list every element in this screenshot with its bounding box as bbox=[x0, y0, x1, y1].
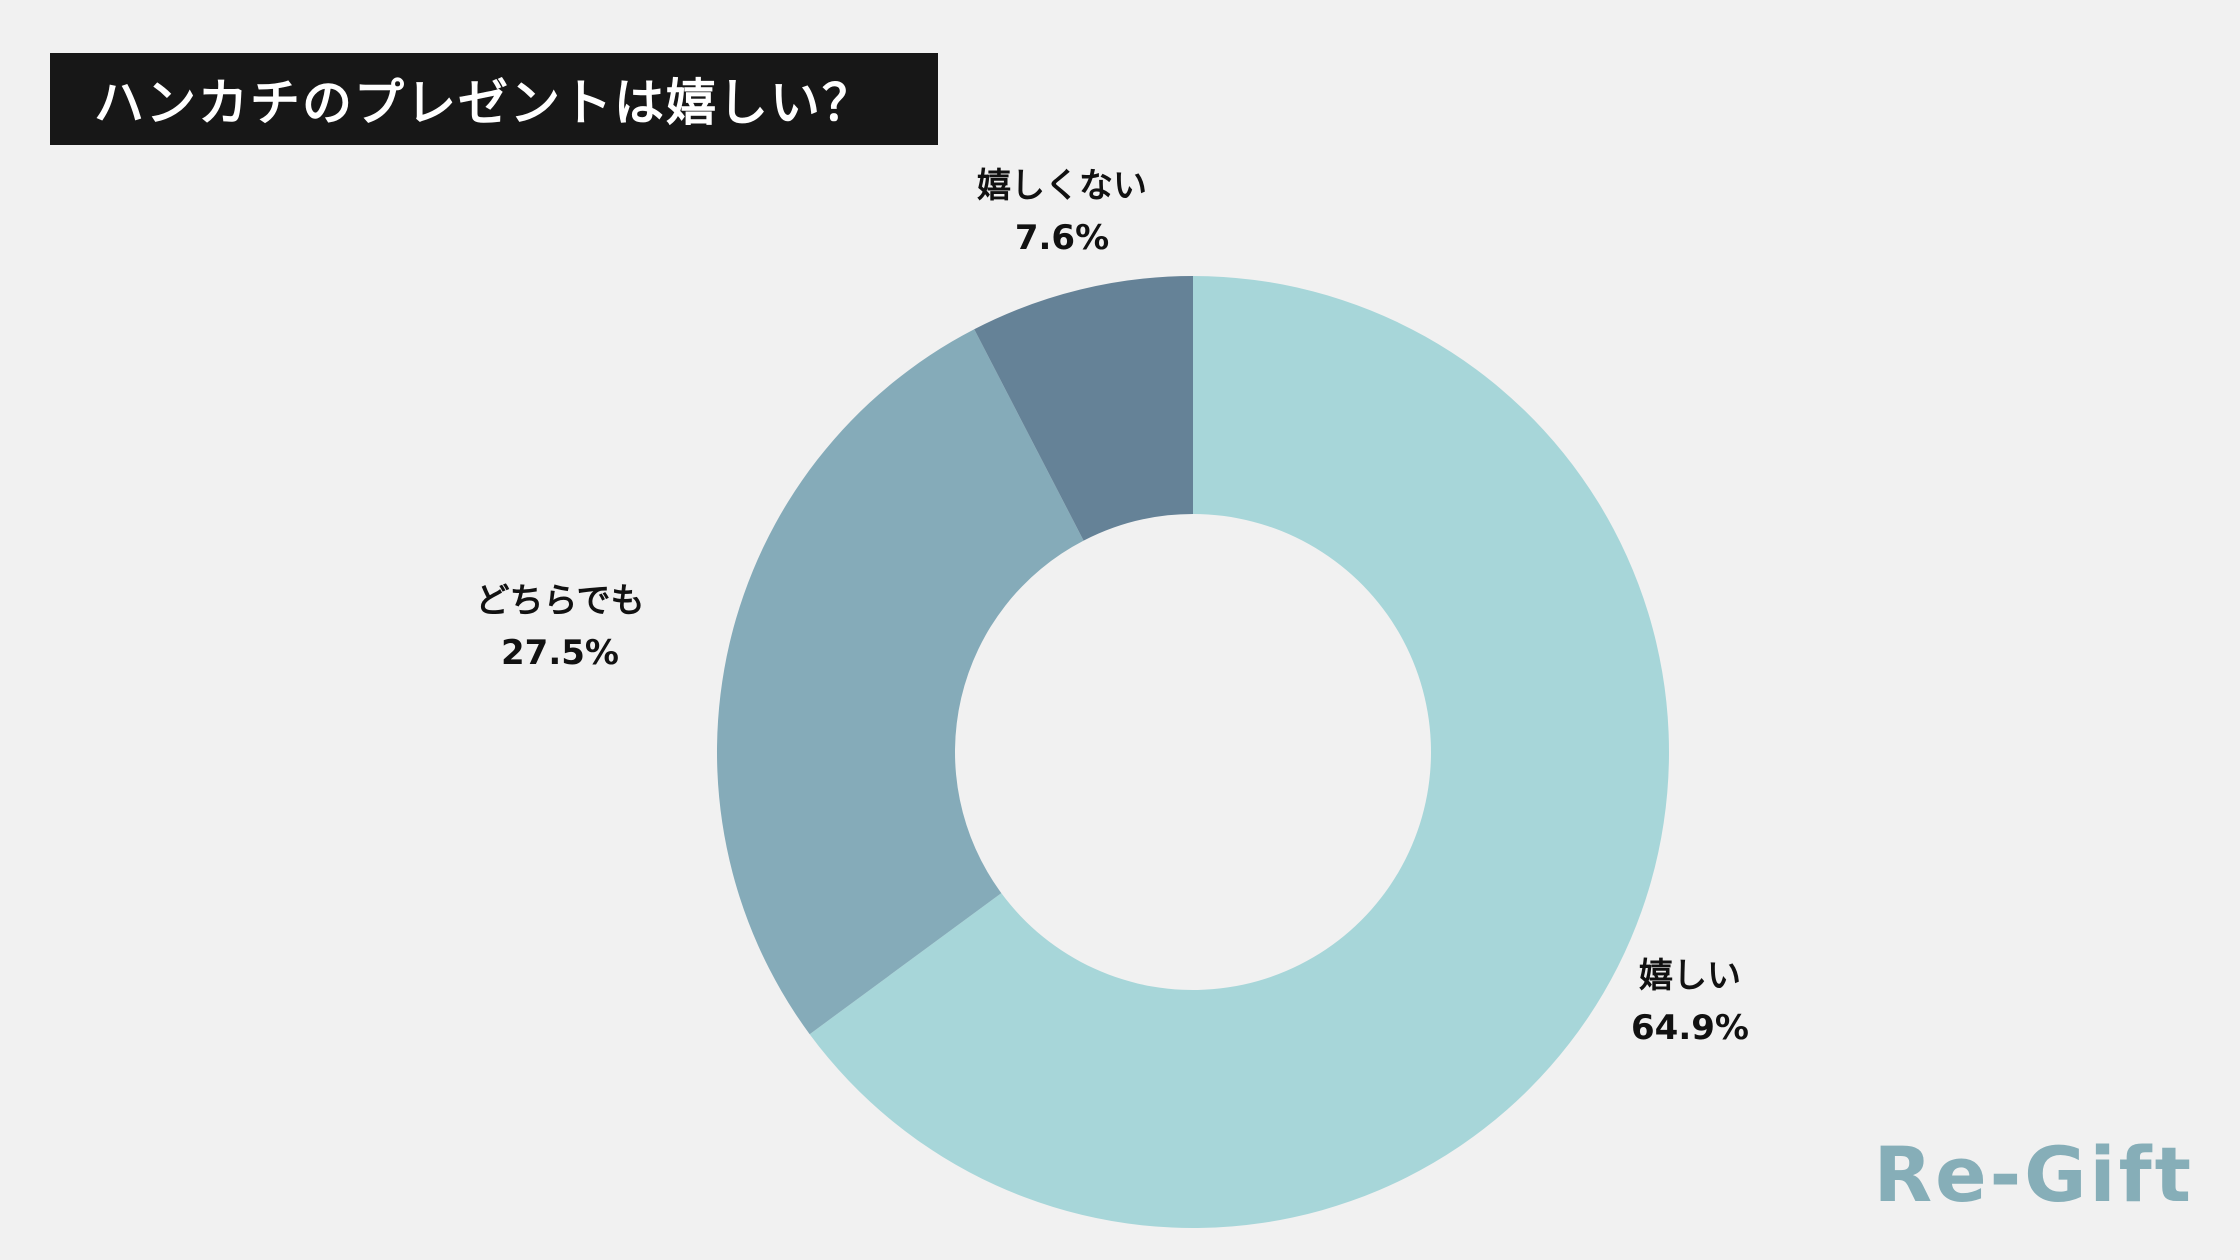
slice-label-1: 嬉しい 64.9% bbox=[1631, 950, 1749, 1054]
slice-label-value: 27.5% bbox=[501, 633, 619, 673]
slice-label-3: 嬉しくない 7.6% bbox=[977, 160, 1147, 264]
slice-label-2: どちらでも 27.5% bbox=[476, 575, 645, 679]
slice-label-value: 64.9% bbox=[1631, 1008, 1749, 1048]
title-bar: ハンカチのプレゼントは嬉しい？ bbox=[50, 53, 938, 145]
slice-label-name: 嬉しくない bbox=[977, 166, 1147, 206]
donut-slice-3 bbox=[974, 276, 1193, 541]
donut-slice-1 bbox=[809, 276, 1669, 1228]
brand-logo: Re-Gift bbox=[1873, 1130, 2194, 1219]
slice-label-value: 7.6% bbox=[1014, 218, 1110, 258]
slice-label-name: 嬉しい bbox=[1639, 956, 1741, 996]
slice-label-name: どちらでも bbox=[475, 581, 645, 621]
chart-title: ハンカチのプレゼントは嬉しい？ bbox=[94, 74, 874, 132]
donut-slice-2 bbox=[716, 329, 1084, 1035]
